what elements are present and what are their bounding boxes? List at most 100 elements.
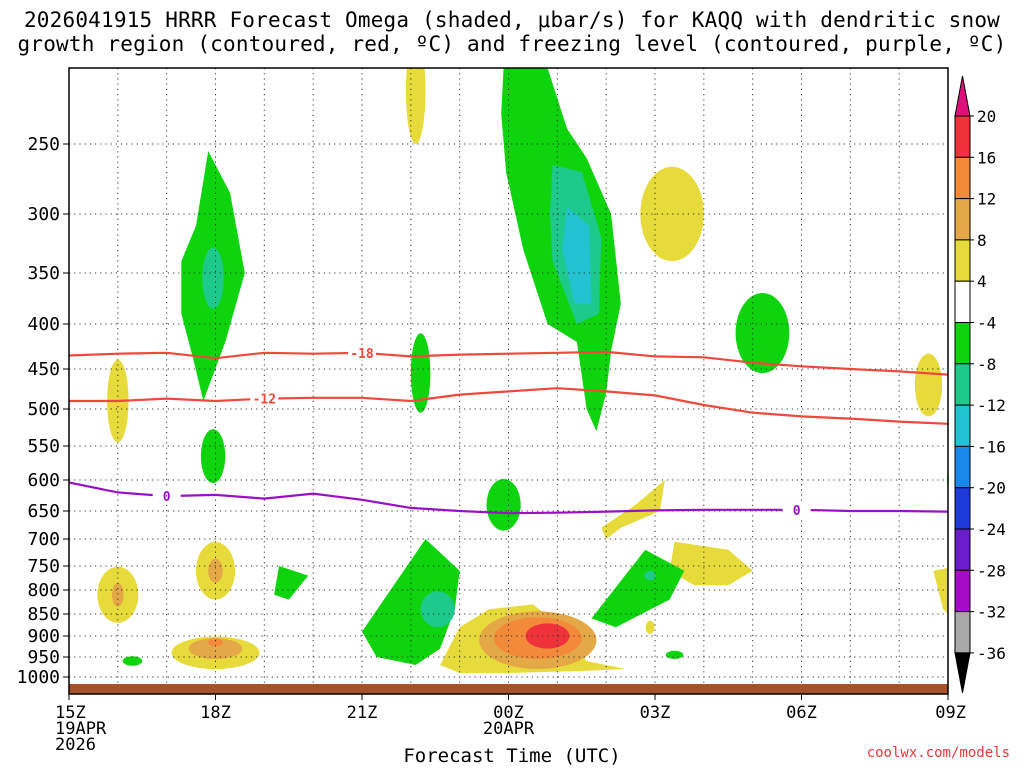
colorbar-segment (954, 322, 971, 365)
omega-area-19z-low (274, 566, 309, 600)
colorbar: 20 16 12 8 4 -4 -8 -12 -16 -20 -24 -28 -32 -36 (954, 75, 1006, 693)
colorbar-label: 20 (977, 107, 996, 126)
chart-title-line-2: growth region (contoured, red, ºC) and f… (17, 32, 1007, 56)
colorbar-label: -12 (977, 396, 1006, 415)
ground-bar (69, 684, 948, 694)
omega-area-01z-mid (601, 480, 665, 539)
omega-area-04z-mid (735, 293, 790, 373)
colorbar-label: -8 (977, 355, 996, 374)
omega-area-18z-mid (200, 429, 226, 484)
contour-label-bg (348, 345, 376, 360)
contour-label: -18 (350, 347, 374, 362)
colorbar-label: 16 (977, 148, 996, 167)
colorbar-bottom-triangle (954, 652, 971, 693)
y-axis: 2503003504004505005506006507007508008509… (17, 134, 69, 688)
omega-area-08z-mid (914, 353, 943, 417)
colorbar-segment (954, 528, 971, 571)
omega-area-09z-low (933, 567, 948, 614)
colorbar-segment (954, 487, 971, 530)
x-tick-label: 06Z (786, 703, 817, 723)
omega-area-00z-mid (486, 479, 521, 531)
y-tick-label: 850 (27, 604, 60, 625)
y-tick-label: 550 (27, 436, 60, 457)
x-tick-label: 00Z (493, 703, 524, 723)
omega-area-01z-core (644, 570, 656, 581)
omega-area-03z-upper (640, 166, 704, 262)
colorbar-top-triangle (954, 75, 971, 117)
colorbar-segment (954, 569, 971, 613)
contour-label: 0 (163, 490, 171, 505)
omega-area-16z-sfc (122, 656, 143, 666)
x-tick-label: 2026 (55, 735, 96, 755)
colorbar-label: -16 (977, 437, 1006, 456)
x-tick-label: 19APR (55, 719, 107, 739)
colorbar-segment (954, 115, 971, 158)
y-tick-label: 500 (27, 399, 60, 420)
omega-area-upper-band-max (562, 207, 592, 304)
y-tick-label: 350 (27, 263, 60, 284)
colorbar-label: -24 (977, 520, 1006, 539)
y-tick-label: 800 (27, 580, 60, 601)
omega-area-18z-low-mid (188, 638, 243, 659)
contour-line (69, 387, 948, 425)
chart-title-line-1: 2026041915 HRRR Forecast Omega (shaded, … (23, 8, 1001, 32)
colorbar-label: 12 (977, 190, 996, 209)
colorbar-segment (954, 363, 971, 406)
colorbar-segment (954, 239, 971, 282)
y-tick-label: 1000 (17, 667, 60, 688)
colorbar-label: 4 (977, 272, 987, 291)
y-tick-label: 250 (27, 134, 60, 155)
contour-label-bg (782, 502, 811, 517)
y-tick-label: 650 (27, 501, 60, 522)
x-tick-label: 21Z (347, 703, 378, 723)
omega-area-18z-low-core (208, 638, 223, 647)
colorbar-label: 8 (977, 231, 987, 250)
contour-label: -12 (253, 393, 276, 408)
omega-area-22z-band (362, 539, 460, 665)
colorbar-segment (954, 198, 971, 241)
omega-area-21z-top (405, 68, 426, 144)
omega-area-18z-column-core (208, 558, 223, 583)
colorbar-segment (954, 404, 971, 447)
contour-label-bg (152, 489, 181, 504)
ground-layer (69, 684, 948, 694)
colorbar-segment (954, 280, 971, 324)
y-tick-label: 900 (27, 626, 60, 647)
x-axis-label: Forecast Time (UTC) (403, 745, 621, 767)
omega-area-01z-band (591, 549, 685, 628)
y-tick-label: 450 (27, 359, 60, 380)
colorbar-label: -32 (977, 603, 1006, 622)
omega-area-22z-core (420, 591, 455, 628)
temperature-contours: -18 -12 0 0 (69, 345, 948, 519)
colorbar-label: -36 (977, 644, 1006, 663)
omega-area-small-yellow (645, 620, 655, 634)
contour-line (69, 350, 948, 376)
y-tick-label: 300 (27, 204, 60, 225)
x-tick-label: 18Z (200, 703, 231, 723)
colorbar-label: -4 (977, 314, 996, 333)
contour-label: 0 (793, 504, 801, 519)
omega-area-03z-lower (669, 541, 753, 586)
omega-area-03z-sfc (665, 650, 684, 660)
x-tick-label: 09Z (935, 703, 966, 723)
x-tick-label: 15Z (55, 703, 86, 723)
gridlines (69, 68, 948, 694)
colorbar-segment (954, 611, 971, 654)
contour-label-bg (250, 391, 279, 406)
omega-shading (97, 68, 948, 673)
colorbar-label: -20 (977, 479, 1006, 498)
y-tick-label: 400 (27, 314, 60, 335)
colorbar-label: -28 (977, 561, 1006, 580)
watermark: coolwx.com/models (866, 745, 1010, 761)
x-tick-label: 20APR (483, 719, 535, 739)
y-tick-label: 700 (27, 529, 60, 550)
colorbar-segment (954, 445, 971, 489)
y-tick-label: 950 (27, 647, 60, 668)
omega-area-16z-low-core (111, 582, 124, 607)
y-tick-label: 600 (27, 470, 60, 491)
x-tick-label: 03Z (640, 703, 671, 723)
omega-area-17z-core (202, 247, 224, 309)
y-tick-label: 750 (27, 556, 60, 577)
